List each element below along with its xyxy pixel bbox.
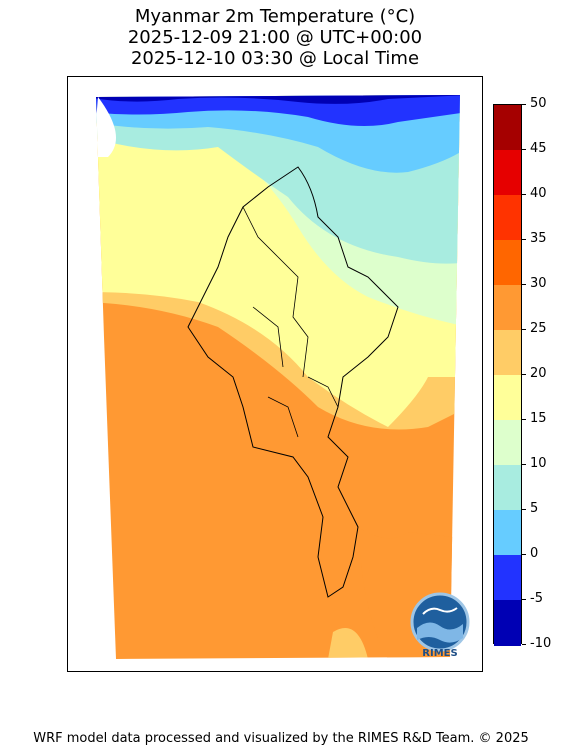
colorbar-tick-mark [522,554,526,555]
colorbar-bin [494,105,521,151]
colorbar-bin [494,195,521,241]
state-boundaries [242,206,339,438]
zone-neg10-neg5 [96,95,460,104]
colorbar-tick-label: 15 [530,411,547,426]
footer-credit: WRF model data processed and visualized … [33,731,529,746]
colorbar-tick-mark [522,239,526,240]
svg-text:RIMES: RIMES [422,648,457,658]
colorbar-tick-mark [522,284,526,285]
colorbar-tick-mark [522,644,526,645]
temperature-field [96,95,460,659]
colorbar-tick-mark [522,149,526,150]
colorbar-tick-mark [522,599,526,600]
colorbar-bin [494,150,521,196]
temperature-map [67,76,483,672]
colorbar-tick-label: 40 [530,186,547,201]
colorbar-tick-mark [522,374,526,375]
colorbar-tick-mark [522,329,526,330]
colorbar-bin [494,420,521,466]
colorbar-bin [494,375,521,421]
map-title: Myanmar 2m Temperature (°C) 2025-12-09 2… [0,6,550,69]
colorbar-bin [494,555,521,601]
title-line-utc-time: 2025-12-09 21:00 @ UTC+00:00 [127,27,423,48]
se-coastal-zone [328,628,368,659]
colorbar-tick-mark [522,419,526,420]
temperature-colorbar [493,104,522,646]
masked-zone [96,97,116,157]
colorbar-bin [494,510,521,556]
colorbar-tick-mark [522,104,526,105]
colorbar-tick-label: 10 [530,456,547,471]
colorbar-tick-label: 30 [530,276,547,291]
colorbar-bin [494,465,521,511]
colorbar-tick-mark [522,194,526,195]
colorbar-tick-label: -10 [530,636,552,651]
colorbar-bin [494,240,521,286]
colorbar-tick-label: 0 [530,546,539,561]
title-line-local-time: 2025-12-10 03:30 @ Local Time [130,48,420,69]
colorbar-tick-label: 50 [530,96,547,111]
colorbar-tick-label: 35 [530,231,547,246]
zone-neg5-0 [96,95,460,126]
rimes-logo-icon: RIMES [409,592,471,659]
colorbar-tick-mark [522,464,526,465]
colorbar-bin [494,330,521,376]
country-boundary [187,166,399,598]
colorbar-bin [494,285,521,331]
colorbar-bin [494,600,521,646]
colorbar-tick-label: 45 [530,141,547,156]
colorbar-tick-label: 5 [530,501,539,516]
colorbar-tick-mark [522,509,526,510]
colorbar-tick-label: -5 [530,591,543,606]
colorbar-tick-label: 20 [530,366,547,381]
colorbar-tick-label: 25 [530,321,547,336]
title-line-variable: Myanmar 2m Temperature (°C) [134,6,416,27]
